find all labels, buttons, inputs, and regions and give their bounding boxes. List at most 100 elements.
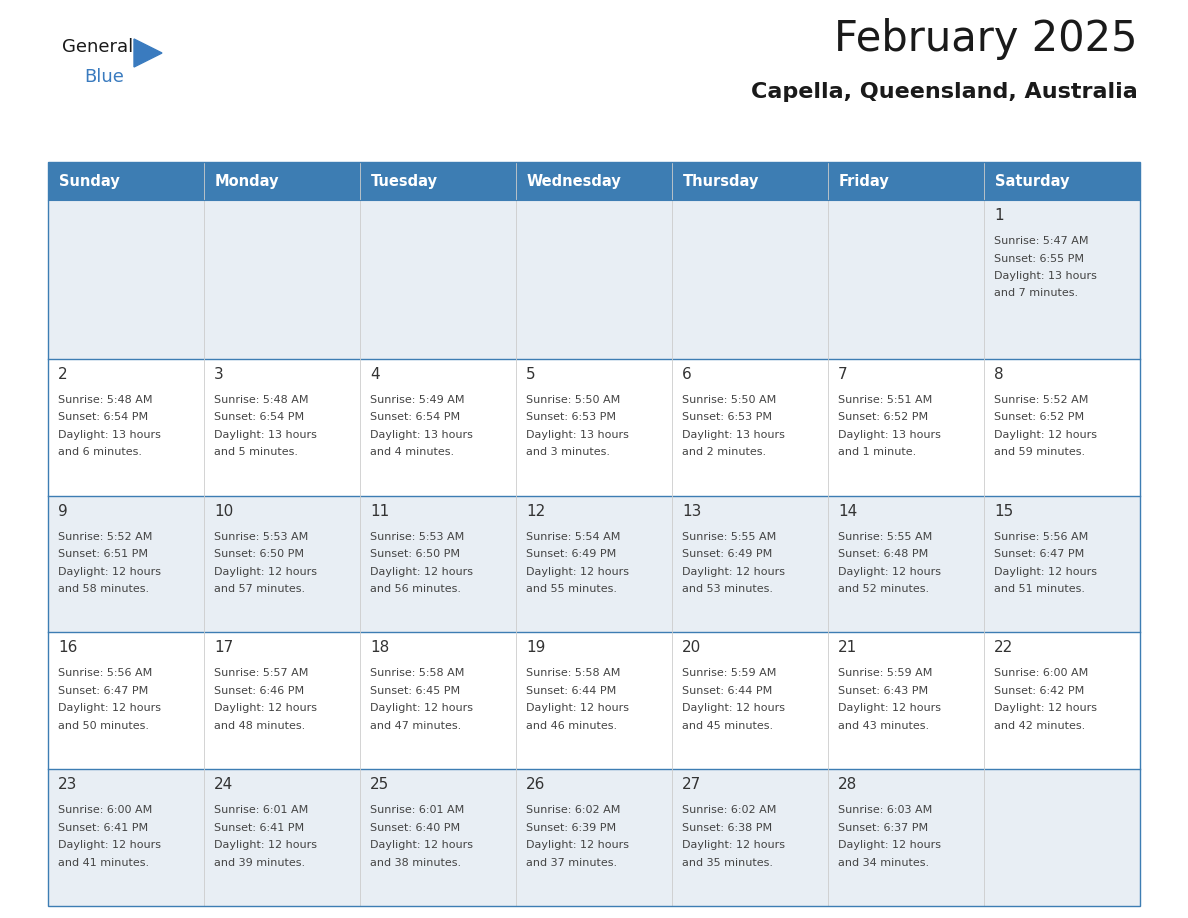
Text: and 52 minutes.: and 52 minutes.: [838, 584, 929, 594]
Bar: [360, 200, 516, 359]
Text: 18: 18: [369, 641, 390, 655]
Text: 8: 8: [994, 367, 1004, 382]
Text: 24: 24: [214, 778, 233, 792]
Text: Sunrise: 5:59 AM: Sunrise: 5:59 AM: [682, 668, 777, 678]
Text: Daylight: 12 hours: Daylight: 12 hours: [58, 566, 162, 577]
Text: Sunset: 6:40 PM: Sunset: 6:40 PM: [369, 823, 460, 833]
Text: 10: 10: [214, 504, 233, 519]
Text: Sunset: 6:53 PM: Sunset: 6:53 PM: [682, 412, 772, 422]
Bar: [204, 359, 360, 496]
Text: Sunrise: 5:58 AM: Sunrise: 5:58 AM: [526, 668, 620, 678]
Text: and 7 minutes.: and 7 minutes.: [994, 288, 1079, 298]
Text: 20: 20: [682, 641, 701, 655]
Text: 6: 6: [682, 367, 691, 382]
Text: Sunday: Sunday: [59, 174, 120, 188]
Text: Sunrise: 5:56 AM: Sunrise: 5:56 AM: [58, 668, 152, 678]
Text: Sunset: 6:43 PM: Sunset: 6:43 PM: [838, 686, 928, 696]
Text: Sunset: 6:52 PM: Sunset: 6:52 PM: [838, 412, 928, 422]
Text: Sunrise: 6:03 AM: Sunrise: 6:03 AM: [838, 805, 933, 815]
Text: Sunrise: 5:58 AM: Sunrise: 5:58 AM: [369, 668, 465, 678]
Text: Sunrise: 5:49 AM: Sunrise: 5:49 AM: [369, 395, 465, 405]
Text: Sunset: 6:38 PM: Sunset: 6:38 PM: [682, 823, 772, 833]
Text: Sunrise: 5:50 AM: Sunrise: 5:50 AM: [526, 395, 620, 405]
Text: 28: 28: [838, 778, 858, 792]
Text: Sunset: 6:42 PM: Sunset: 6:42 PM: [994, 686, 1085, 696]
Text: and 53 minutes.: and 53 minutes.: [682, 584, 773, 594]
Bar: [48, 633, 204, 769]
Text: Daylight: 13 hours: Daylight: 13 hours: [838, 430, 941, 440]
Text: Daylight: 13 hours: Daylight: 13 hours: [58, 430, 160, 440]
Text: Sunrise: 5:55 AM: Sunrise: 5:55 AM: [838, 532, 933, 542]
Text: Friday: Friday: [839, 174, 890, 188]
Text: Sunset: 6:54 PM: Sunset: 6:54 PM: [214, 412, 304, 422]
Text: and 4 minutes.: and 4 minutes.: [369, 447, 454, 457]
Text: and 35 minutes.: and 35 minutes.: [682, 857, 773, 868]
Text: 17: 17: [214, 641, 233, 655]
Text: 3: 3: [214, 367, 223, 382]
Bar: [48, 200, 204, 359]
Bar: [360, 496, 516, 633]
Text: Daylight: 12 hours: Daylight: 12 hours: [682, 566, 785, 577]
Bar: [672, 633, 828, 769]
Bar: [828, 359, 984, 496]
Bar: [984, 162, 1140, 200]
Text: Sunrise: 5:54 AM: Sunrise: 5:54 AM: [526, 532, 620, 542]
Text: Daylight: 12 hours: Daylight: 12 hours: [369, 566, 473, 577]
Text: 26: 26: [526, 778, 545, 792]
Text: Sunset: 6:41 PM: Sunset: 6:41 PM: [58, 823, 148, 833]
Text: and 55 minutes.: and 55 minutes.: [526, 584, 617, 594]
Text: Tuesday: Tuesday: [371, 174, 438, 188]
Bar: [48, 769, 204, 906]
Bar: [516, 496, 672, 633]
Bar: [672, 200, 828, 359]
Text: Daylight: 13 hours: Daylight: 13 hours: [994, 271, 1097, 281]
Text: Daylight: 12 hours: Daylight: 12 hours: [526, 566, 628, 577]
Text: and 1 minute.: and 1 minute.: [838, 447, 916, 457]
Text: February 2025: February 2025: [834, 18, 1138, 60]
Text: and 2 minutes.: and 2 minutes.: [682, 447, 766, 457]
Bar: [516, 633, 672, 769]
Text: Sunrise: 5:52 AM: Sunrise: 5:52 AM: [994, 395, 1088, 405]
Bar: [360, 162, 516, 200]
Text: Sunset: 6:50 PM: Sunset: 6:50 PM: [214, 549, 304, 559]
Bar: [48, 162, 204, 200]
Text: and 41 minutes.: and 41 minutes.: [58, 857, 150, 868]
Text: 4: 4: [369, 367, 380, 382]
Text: Sunset: 6:44 PM: Sunset: 6:44 PM: [526, 686, 617, 696]
Text: Daylight: 12 hours: Daylight: 12 hours: [214, 566, 317, 577]
Text: and 5 minutes.: and 5 minutes.: [214, 447, 298, 457]
Bar: [516, 769, 672, 906]
Bar: [828, 200, 984, 359]
Text: Sunrise: 5:47 AM: Sunrise: 5:47 AM: [994, 236, 1088, 246]
Text: Daylight: 13 hours: Daylight: 13 hours: [214, 430, 317, 440]
Bar: [516, 359, 672, 496]
Text: Sunset: 6:37 PM: Sunset: 6:37 PM: [838, 823, 928, 833]
Bar: [984, 359, 1140, 496]
Text: Daylight: 12 hours: Daylight: 12 hours: [526, 840, 628, 850]
Text: Sunset: 6:41 PM: Sunset: 6:41 PM: [214, 823, 304, 833]
Text: Sunrise: 6:00 AM: Sunrise: 6:00 AM: [58, 805, 152, 815]
Text: Sunrise: 5:56 AM: Sunrise: 5:56 AM: [994, 532, 1088, 542]
Text: Daylight: 12 hours: Daylight: 12 hours: [526, 703, 628, 713]
Text: Sunset: 6:54 PM: Sunset: 6:54 PM: [58, 412, 148, 422]
Text: Sunset: 6:51 PM: Sunset: 6:51 PM: [58, 549, 148, 559]
Text: Sunset: 6:44 PM: Sunset: 6:44 PM: [682, 686, 772, 696]
Text: and 45 minutes.: and 45 minutes.: [682, 721, 773, 731]
Text: Sunrise: 5:53 AM: Sunrise: 5:53 AM: [369, 532, 465, 542]
Text: Daylight: 13 hours: Daylight: 13 hours: [526, 430, 628, 440]
Text: Daylight: 12 hours: Daylight: 12 hours: [58, 703, 162, 713]
Text: and 46 minutes.: and 46 minutes.: [526, 721, 617, 731]
Text: 5: 5: [526, 367, 536, 382]
Text: Daylight: 12 hours: Daylight: 12 hours: [369, 840, 473, 850]
Text: Daylight: 12 hours: Daylight: 12 hours: [994, 566, 1097, 577]
Bar: [984, 200, 1140, 359]
Bar: [48, 496, 204, 633]
Text: and 48 minutes.: and 48 minutes.: [214, 721, 305, 731]
Text: Sunrise: 5:52 AM: Sunrise: 5:52 AM: [58, 532, 152, 542]
Text: 25: 25: [369, 778, 390, 792]
Text: and 50 minutes.: and 50 minutes.: [58, 721, 148, 731]
Text: and 56 minutes.: and 56 minutes.: [369, 584, 461, 594]
Bar: [204, 496, 360, 633]
Text: Sunset: 6:50 PM: Sunset: 6:50 PM: [369, 549, 460, 559]
Polygon shape: [134, 39, 162, 67]
